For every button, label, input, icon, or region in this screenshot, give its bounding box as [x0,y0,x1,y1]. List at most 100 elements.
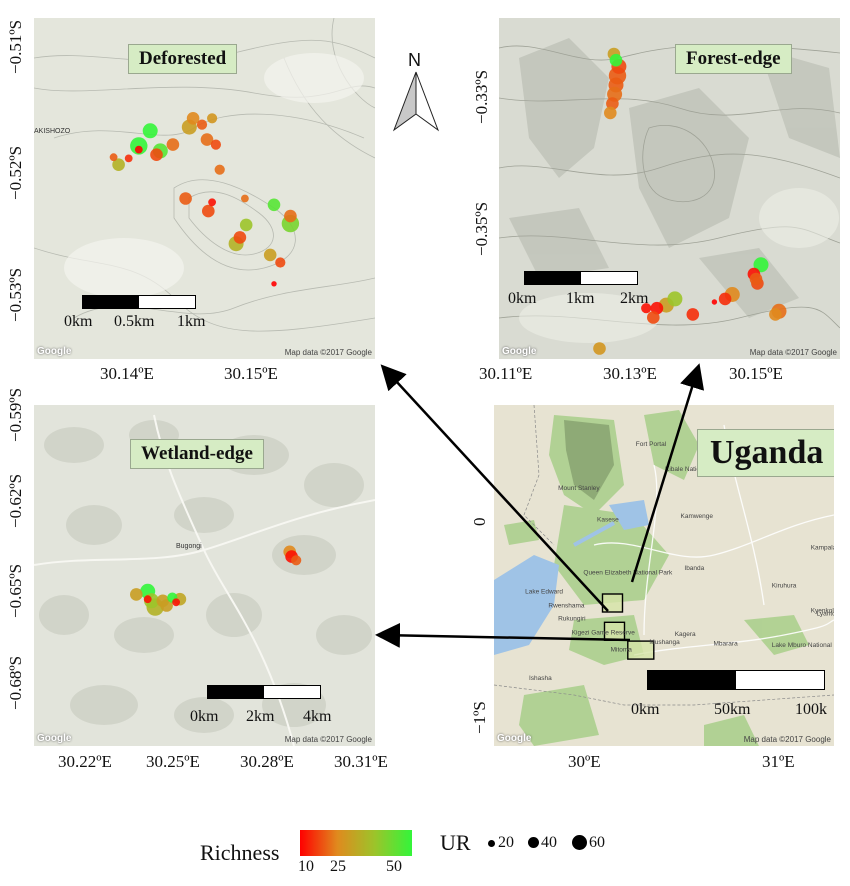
sample-point [210,139,221,150]
study-area-box-forest-edge [601,593,624,613]
scale-label-2: 4km [303,708,332,725]
map-credit: Map data ©2017 Google [749,348,837,357]
scale-bar [82,295,196,309]
place-label: Kyenkole [811,607,834,614]
sample-point [172,598,181,607]
sample-point [233,231,247,244]
place-label: Kasese [597,516,619,523]
scale-label-1: 50km [714,701,751,718]
study-area-box-wetland-edge [627,640,655,660]
sample-point [604,106,617,120]
ytick-wetland-0: −0.59ºS [6,387,25,442]
sample-point [686,308,700,321]
google-logo: Google [502,346,537,357]
sample-point [749,272,763,286]
xtick-wetland-2: 30.28ºE [240,752,294,771]
sample-point [150,148,163,161]
richness-colorbar [300,830,412,856]
place-label: Mitoma [611,647,633,654]
place-label: Lake Mburo National Park [772,642,834,649]
scale-bar [207,685,321,699]
sample-point [641,303,652,314]
north-arrow-icon [392,71,440,132]
place-label: Kamwenge [681,513,714,520]
ytick-forest-1: −0.35ºS [472,201,491,256]
sample-point [207,113,218,124]
place-label: Kagera [675,631,696,638]
scale-label-1: 1km [566,290,595,307]
sample-point [109,153,118,162]
ur-dot-40 [528,837,539,848]
ytick-uganda-1: −1ºS [470,701,489,734]
place-label: Fort Portal [636,441,667,448]
map-panel-forest-edge[interactable]: Forest-edge 0km 1km 2km Google Map data … [499,18,840,359]
xtick-deforested-1: 30.15ºE [224,364,278,383]
points-deforested [109,112,300,287]
sample-point [143,595,152,604]
north-arrow: N [392,50,442,135]
richness-tick-1: 25 [330,858,346,875]
scale-label-2: 2km [620,290,649,307]
place-label: AKISHOZO [34,128,71,135]
ur-dot-20 [488,840,495,847]
sample-point [753,257,769,273]
scale-label-2: 1km [177,313,206,330]
google-logo: Google [37,346,72,357]
ytick-deforested-1: −0.52ºS [6,145,25,200]
map-credit: Map data ©2017 Google [284,348,372,357]
legend: Richness 10 25 50 UR 20 40 60 [200,822,680,882]
map-panel-wetland-edge[interactable]: Wetland-edge Bugongi 0km 2km 4km Google … [34,405,375,746]
ur-dot-60 [572,835,587,850]
terrain-wetland-edge [34,405,375,746]
place-label: Bugongi [176,543,202,550]
xtick-uganda-0: 30ºE [568,752,601,771]
sample-point [271,281,277,287]
sample-point [291,555,302,566]
sample-point [142,123,158,139]
xtick-forest-2: 30.15ºE [729,364,783,383]
sample-point [124,154,133,163]
panel-title-uganda: Uganda [697,429,834,477]
sample-point [667,291,683,307]
sample-point [241,194,249,203]
sample-point [769,308,782,321]
legend-richness-label: Richness [200,840,280,865]
sample-point [196,119,208,130]
panel-title-forest-edge: Forest-edge [675,44,792,74]
panel-title-wetland-edge: Wetland-edge [130,439,264,469]
sample-point [718,292,732,306]
xtick-wetland-1: 30.25ºE [146,752,200,771]
map-panel-deforested[interactable]: Deforested AKISHOZO 0km 0.5km 1km Google… [34,18,375,359]
xtick-uganda-1: 31ºE [762,752,795,771]
place-label: Rukungiri [558,615,585,622]
scale-label-0: 0km [508,290,537,307]
place-label: Ishasha [529,675,552,682]
place-label: Queen Elizabeth National Park [583,570,673,577]
sample-point [593,342,606,355]
place-label: Mushanga [649,639,680,646]
ur-label-60: 60 [589,834,605,851]
sample-point [239,218,253,232]
sample-point [284,209,297,223]
scale-bar [524,271,638,285]
sample-point [208,198,217,207]
terrain-forest-edge [499,18,840,359]
sample-point [130,588,143,601]
points-forest-edge [593,47,787,355]
place-label: Mount Stanley [558,485,600,492]
sample-point [263,248,277,262]
scale-label-0: 0km [190,708,219,725]
place-label: Lake Edward [525,589,563,596]
ytick-wetland-2: −0.65ºS [6,563,25,618]
richness-tick-0: 10 [298,858,314,875]
scale-label-2: 100k [795,701,827,718]
place-label: Mbarara [714,640,739,647]
google-logo: Google [497,733,532,744]
sample-point [179,192,192,205]
ytick-deforested-0: −0.51ºS [6,19,25,74]
ytick-wetland-1: −0.62ºS [6,473,25,528]
place-label: Kigezi Game Reserve [572,629,636,636]
scale-bar [647,670,825,690]
sample-point [200,133,214,146]
